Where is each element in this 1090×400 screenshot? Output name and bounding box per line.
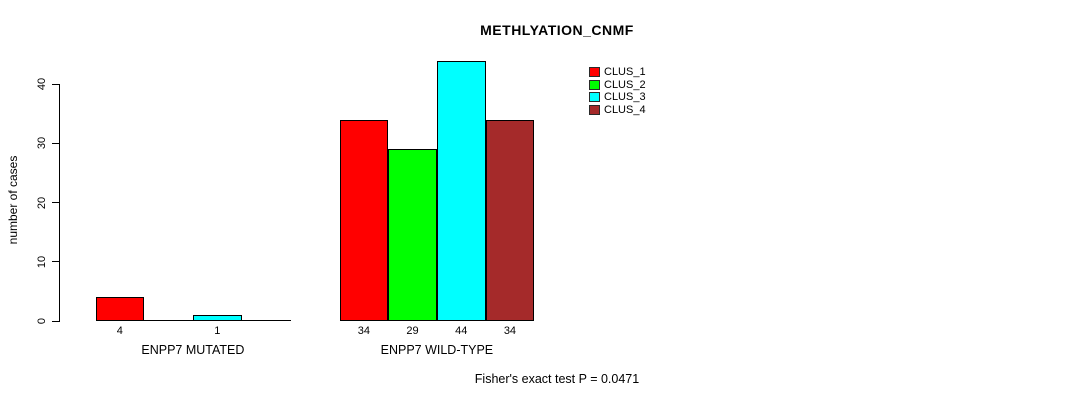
bar-clus_3	[192, 315, 242, 321]
bar-clus_2	[388, 149, 437, 321]
y-tick-mark	[52, 142, 59, 144]
legend-swatch-icon	[589, 79, 600, 90]
bar-value-label: 44	[455, 325, 468, 337]
y-tick-label: 40	[36, 78, 48, 91]
bar-clus_3	[436, 60, 486, 321]
legend-swatch-icon	[589, 92, 600, 103]
y-tick-label: 0	[36, 317, 48, 325]
legend: CLUS_1 CLUS_2 CLUS_3 CLUS_4	[589, 66, 646, 116]
y-tick-label: 10	[36, 255, 48, 268]
y-axis-label: number of cases	[6, 155, 20, 245]
bar-clus_1	[339, 119, 389, 321]
bar-clus_4	[485, 119, 535, 321]
legend-item-clus_4: CLUS_4	[589, 104, 646, 117]
annotation-text: Fisher's exact test P = 0.0471	[474, 372, 640, 386]
legend-swatch-icon	[589, 105, 600, 116]
y-tick-label: 20	[36, 196, 48, 209]
y-tick-mark	[52, 202, 59, 204]
bar-value-label: 4	[116, 325, 123, 337]
legend-label: CLUS_3	[604, 91, 646, 104]
chart-title: METHLYATION_CNMF	[480, 22, 634, 38]
zero-height-bar-clus_4	[241, 320, 292, 321]
legend-item-clus_3: CLUS_3	[589, 91, 646, 104]
y-tick-mark	[52, 83, 59, 85]
legend-item-clus_1: CLUS_1	[589, 66, 646, 79]
y-tick-mark	[52, 320, 59, 322]
legend-label: CLUS_1	[604, 66, 646, 78]
legend-label: CLUS_2	[604, 78, 646, 91]
bar-value-label: 1	[214, 325, 221, 337]
y-tick-label: 30	[36, 137, 48, 150]
legend-label: CLUS_4	[604, 103, 646, 116]
bar-value-label: 34	[357, 325, 370, 337]
legend-item-clus_2: CLUS_2	[589, 79, 646, 92]
bar-value-label: 34	[503, 325, 517, 337]
y-tick-mark	[52, 261, 59, 263]
x-group-label: ENPP7 WILD-TYPE	[380, 343, 494, 357]
x-group-label: ENPP7 MUTATED	[141, 343, 245, 357]
y-axis-line	[59, 84, 60, 322]
bar-clus_1	[95, 297, 145, 321]
bar-value-label: 29	[406, 325, 419, 337]
zero-height-bar-clus_2	[144, 320, 194, 321]
legend-swatch-icon	[589, 67, 600, 78]
